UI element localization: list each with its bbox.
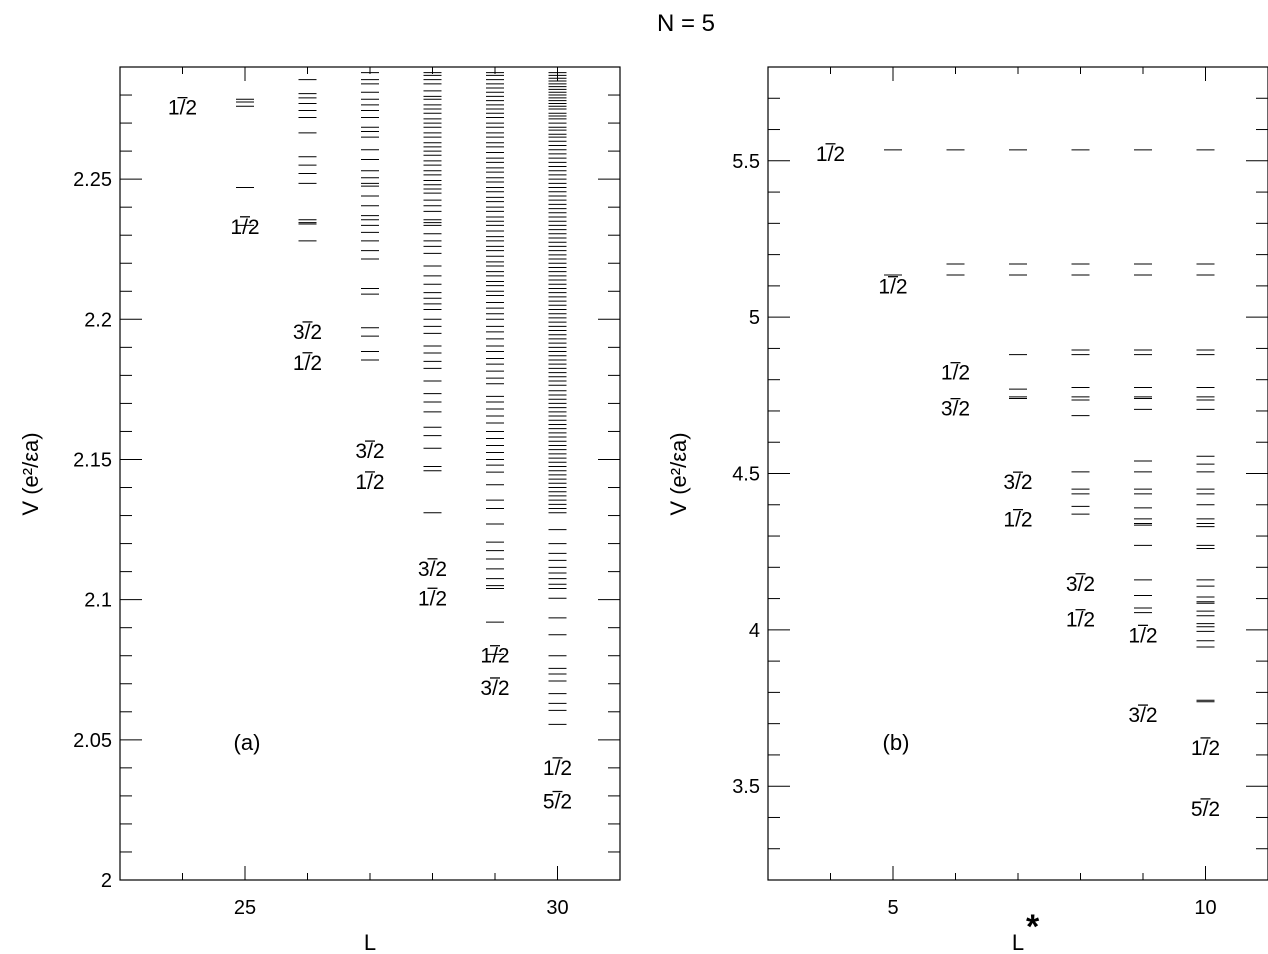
level-annotation: 3/2 bbox=[1066, 573, 1095, 596]
panel-label: (b) bbox=[883, 730, 910, 755]
level-annotation: 3/2 bbox=[1003, 471, 1032, 494]
y-tick-label: 2.2 bbox=[84, 309, 112, 331]
x-axis-label: L bbox=[1012, 930, 1024, 954]
panel-a: 25 30 2 2.05 2.1 2.15 2.2 2.25 L V (e²/εa) 1/2 1/2 3… bbox=[18, 66, 621, 954]
x-tick-label: 10 bbox=[1194, 897, 1216, 919]
y-axis-label: V (e²/εa) bbox=[18, 432, 43, 515]
x-tick-label: 25 bbox=[234, 897, 256, 919]
level-annotation: 1/2 bbox=[816, 143, 845, 166]
level-annotation: 3/2 bbox=[1128, 704, 1157, 727]
level-annotation: 1/2 bbox=[480, 645, 509, 668]
level-annotation: 1/2 bbox=[878, 276, 907, 299]
figure-title: N = 5 bbox=[657, 10, 715, 37]
level-annotation: 1/2 bbox=[168, 97, 197, 120]
level-annotation: 1/2 bbox=[355, 471, 384, 494]
y-tick-label: 5.5 bbox=[732, 151, 760, 173]
y-tick-label: 2 bbox=[101, 870, 112, 892]
x-axis-label: L bbox=[364, 930, 376, 954]
level-annotation: 1/2 bbox=[230, 216, 259, 239]
y-tick-label: 2.1 bbox=[84, 590, 112, 612]
x-tick-label: 30 bbox=[546, 897, 568, 919]
level-annotation: 3/2 bbox=[941, 398, 970, 421]
y-tick-label: 3.5 bbox=[732, 776, 760, 798]
x-axis-label-star: * bbox=[1026, 908, 1040, 946]
level-annotation: 1/2 bbox=[1191, 737, 1220, 760]
y-tick-label: 2.05 bbox=[73, 730, 112, 752]
y-tick-label: 2.15 bbox=[73, 449, 112, 471]
level-annotation: 1/2 bbox=[1066, 609, 1095, 632]
level-annotation: 1/2 bbox=[1128, 624, 1157, 647]
level-annotation: 3/2 bbox=[293, 321, 322, 344]
level-annotation: 3/2 bbox=[355, 440, 384, 463]
level-annotation: 3/2 bbox=[480, 677, 509, 700]
level-annotation: 1/2 bbox=[941, 362, 970, 385]
level-annotation: 1/2 bbox=[543, 757, 572, 780]
panel-b: 5 10 3.5 4 4.5 5 5.5 L * V (e²/εa) 1/2 1/2 1/2 3/2 3/2… bbox=[666, 66, 1268, 954]
y-axis-label: V (e²/εa) bbox=[666, 432, 691, 515]
level-annotation: 5/2 bbox=[543, 791, 572, 814]
level-annotation: 5/2 bbox=[1191, 798, 1220, 821]
level-annotation: 1/2 bbox=[418, 587, 447, 610]
panel-label: (a) bbox=[234, 730, 261, 755]
level-annotation: 1/2 bbox=[293, 352, 322, 375]
level-annotation: 1/2 bbox=[1003, 509, 1032, 532]
y-tick-label: 4.5 bbox=[732, 464, 760, 486]
y-tick-label: 4 bbox=[749, 620, 760, 642]
y-tick-label: 2.25 bbox=[73, 169, 112, 191]
x-tick-label: 5 bbox=[887, 897, 898, 919]
y-tick-label: 5 bbox=[749, 307, 760, 329]
level-annotation: 3/2 bbox=[418, 558, 447, 581]
